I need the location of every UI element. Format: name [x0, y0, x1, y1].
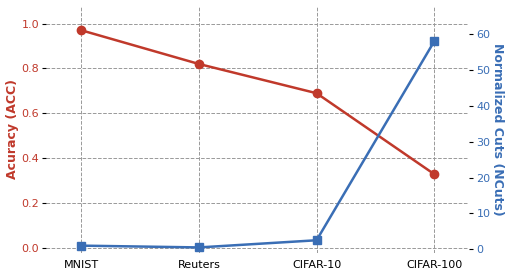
- Y-axis label: Acuracy (ACC): Acuracy (ACC): [6, 79, 18, 179]
- Y-axis label: Normalized Cuts (NCuts): Normalized Cuts (NCuts): [491, 43, 503, 216]
